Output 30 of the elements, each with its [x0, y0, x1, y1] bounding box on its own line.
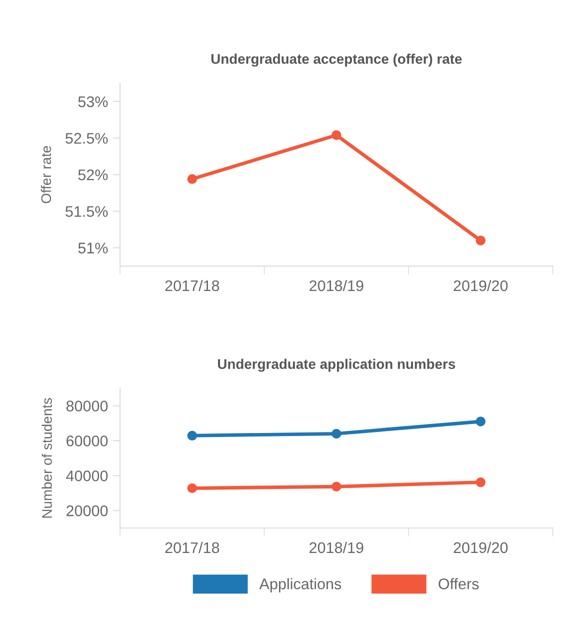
y-tick-label: 51.5%	[66, 206, 108, 217]
y-axis-title: Offer rate	[40, 146, 52, 204]
y-axis-title: Number of students	[42, 398, 52, 518]
x-tick-label: 2017/18	[165, 280, 220, 292]
x-tick-label: 2018/19	[310, 542, 364, 554]
point	[476, 477, 486, 488]
x-tick-label: 2019/20	[454, 280, 508, 292]
y-tick-label: 80000	[66, 400, 108, 412]
point	[187, 483, 198, 494]
point	[332, 482, 342, 492]
y-tick-label: 60000	[66, 436, 108, 446]
point	[476, 416, 486, 426]
chart-title: Undergraduate application numbers	[218, 358, 456, 372]
point	[187, 174, 198, 184]
y-tick-label: 52.5%	[66, 132, 108, 144]
point	[332, 428, 342, 439]
legend-label: Offers	[438, 578, 479, 590]
y-tick-label: 51%	[78, 242, 108, 254]
point	[332, 130, 342, 140]
chart-title: Undergraduate acceptance (offer) rate	[211, 54, 462, 67]
point	[476, 236, 486, 246]
y-tick-label: 52%	[78, 169, 108, 180]
y-tick-label: 40000	[66, 470, 108, 482]
x-tick-label: 2019/20	[454, 542, 508, 554]
y-tick-label: 53%	[78, 96, 108, 108]
y-tick-label: 20000	[66, 505, 108, 516]
x-tick-label: 2017/18	[165, 542, 220, 554]
point	[187, 430, 198, 440]
legend-label: Applications	[259, 578, 342, 592]
x-tick-label: 2018/19	[310, 280, 364, 292]
